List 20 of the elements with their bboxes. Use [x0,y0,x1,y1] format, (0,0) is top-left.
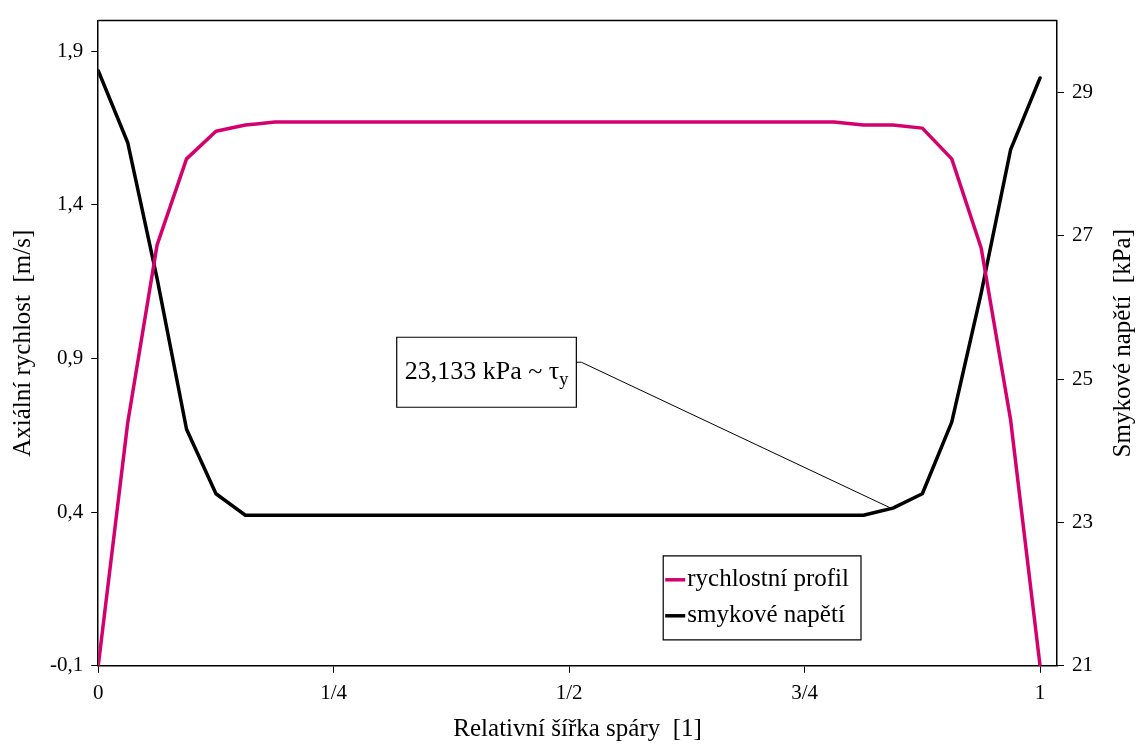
y-tick-label: 1,9 [56,37,84,62]
y-tick-label: 0,9 [56,345,84,370]
legend-label: smykové napětí [687,600,845,628]
x-tick-label: 1/2 [555,679,583,704]
y2-tick-label: 21 [1072,652,1093,677]
y2-tick-label: 23 [1072,508,1093,533]
y-tick-label: 0,4 [56,498,84,523]
x-tick-label: 0 [92,679,104,704]
y-axis-title: Axiální rychlost [m/s] [7,229,35,457]
y2-tick-label: 27 [1072,222,1093,247]
x-axis-title: Relativní šířka spáry [1] [453,713,702,741]
y2-tick-label: 29 [1072,78,1093,103]
x-tick-label: 1/4 [320,679,348,704]
y-tick-label: 1,4 [56,191,84,216]
y2-tick-label: 25 [1072,365,1093,390]
y-tick-label: -0,1 [49,652,84,677]
x-tick-label: 1 [1034,679,1046,704]
y2-axis-title: Smykové napětí [kPa] [1107,228,1135,458]
x-tick-label: 3/4 [791,679,819,704]
legend-label: rychlostní profil [687,564,850,592]
